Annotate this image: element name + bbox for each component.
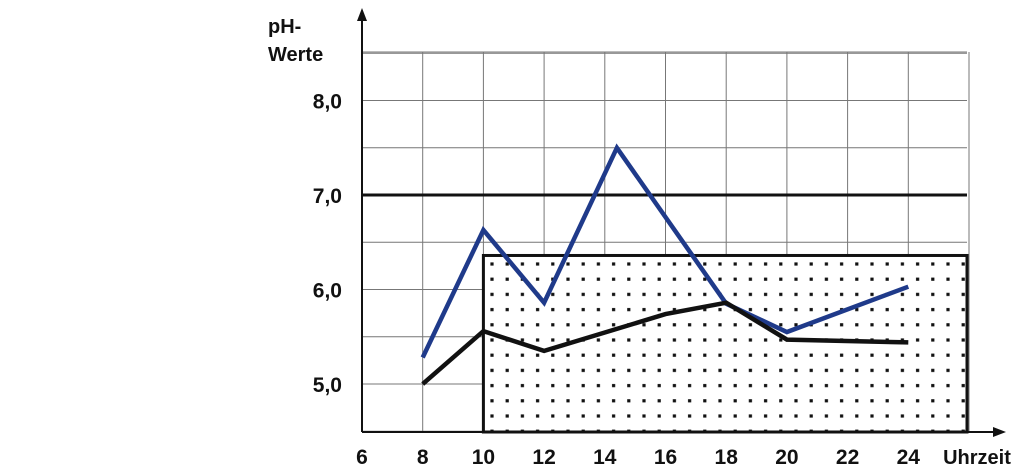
y-axis-title-line: pH- [268, 16, 301, 38]
series-line-1 [420, 143, 910, 359]
y-tick-label: 7,0 [313, 185, 342, 208]
x-tick-label: 20 [775, 446, 798, 469]
x-tick-label: 24 [897, 446, 921, 469]
x-axis-arrow-icon [993, 427, 1006, 437]
x-axis-title: Uhrzeit [943, 447, 1011, 469]
x-tick-label: 12 [532, 446, 555, 469]
x-tick-label: 18 [715, 446, 739, 469]
x-tick-label: 10 [472, 446, 495, 469]
axis-labels: 6 8 10 12 14 16 18 20 22 24 Uhrzeit 5,0 6,0 7,0 8,0 pH-… [268, 16, 1011, 469]
y-tick-label: 5,0 [313, 374, 342, 397]
y-tick-label: 6,0 [313, 280, 342, 303]
x-tick-label: 8 [417, 446, 429, 469]
x-tick-label: 22 [836, 446, 859, 469]
series-line-2 [421, 300, 909, 386]
y-axis-title-line: Werte [268, 44, 323, 66]
x-tick-label: 6 [356, 446, 368, 469]
y-axis-arrow-icon [357, 8, 367, 21]
series-group [420, 143, 910, 386]
x-tick-label: 14 [593, 446, 617, 469]
y-tick-label: 8,0 [313, 91, 342, 114]
axes [357, 8, 1006, 437]
x-tick-label: 16 [654, 446, 677, 469]
